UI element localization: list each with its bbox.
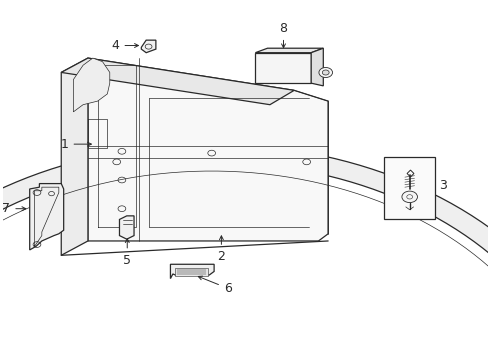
Polygon shape bbox=[141, 40, 156, 53]
Polygon shape bbox=[88, 58, 327, 241]
Text: 7: 7 bbox=[2, 202, 26, 215]
Circle shape bbox=[401, 191, 417, 203]
Circle shape bbox=[322, 70, 328, 75]
Text: 4: 4 bbox=[111, 39, 138, 52]
Polygon shape bbox=[0, 144, 488, 360]
Text: 8: 8 bbox=[279, 22, 287, 48]
Polygon shape bbox=[73, 58, 109, 112]
Polygon shape bbox=[310, 48, 323, 86]
Bar bbox=[383, 157, 434, 220]
Polygon shape bbox=[119, 216, 134, 239]
Circle shape bbox=[318, 67, 332, 77]
Polygon shape bbox=[30, 184, 63, 250]
Polygon shape bbox=[61, 58, 294, 105]
Text: 6: 6 bbox=[198, 276, 231, 295]
Text: 1: 1 bbox=[61, 138, 91, 150]
Polygon shape bbox=[255, 48, 323, 53]
Polygon shape bbox=[170, 264, 214, 279]
Bar bbox=[175, 267, 208, 276]
Text: 5: 5 bbox=[123, 239, 131, 266]
Text: 2: 2 bbox=[217, 236, 225, 263]
Bar bbox=[255, 53, 310, 83]
Text: 3: 3 bbox=[438, 179, 446, 192]
Polygon shape bbox=[61, 58, 88, 255]
